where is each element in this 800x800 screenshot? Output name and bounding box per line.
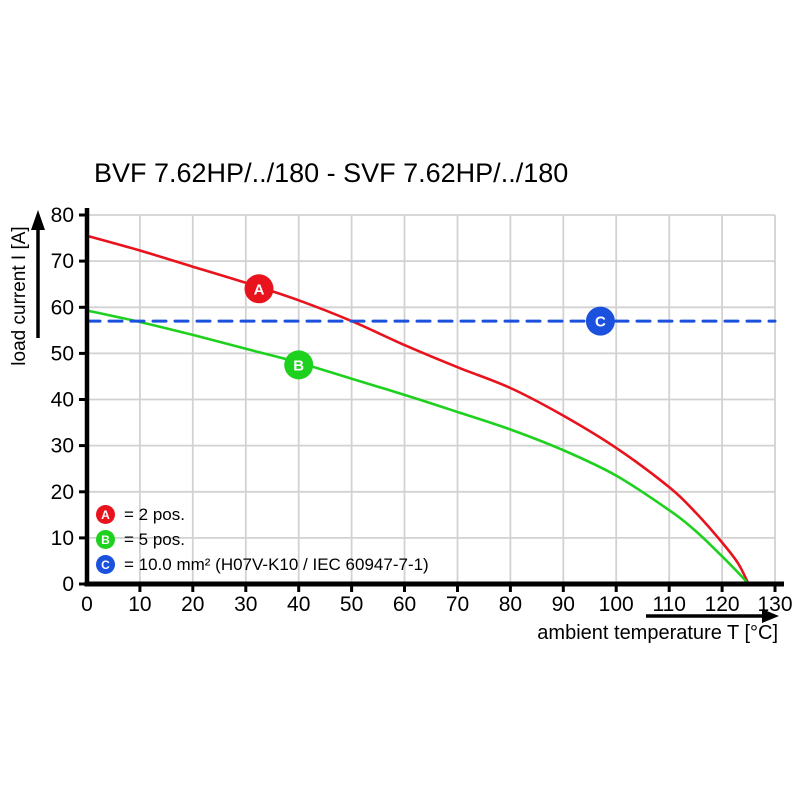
svg-text:120: 120 (705, 593, 740, 616)
svg-text:110: 110 (652, 593, 685, 616)
svg-text:10: 10 (128, 593, 151, 616)
svg-text:C: C (595, 314, 606, 331)
svg-text:A: A (254, 281, 265, 298)
tick-labels: 0 10 20 30 40 50 60 70 80 0 10 20 30 40 50 60 70 80 90 100 1… (51, 204, 793, 616)
axis-arrows (31, 210, 779, 623)
gridlines (87, 214, 776, 584)
svg-text:80: 80 (51, 204, 74, 227)
svg-text:30: 30 (51, 435, 74, 458)
x-axis-label: ambient temperature T [°C] (537, 622, 778, 644)
svg-text:130: 130 (757, 593, 792, 616)
y-axis-arrow-icon (31, 210, 45, 230)
axes (84, 208, 784, 587)
legend-item-a-label: = 2 pos. (124, 504, 185, 524)
svg-text:100: 100 (599, 593, 634, 616)
legend-item-b-label: = 5 pos. (124, 529, 185, 549)
svg-text:60: 60 (393, 593, 416, 616)
svg-text:0: 0 (62, 573, 74, 596)
series-b-curve (85, 309, 750, 586)
series-a-badge: A (96, 505, 115, 524)
svg-text:80: 80 (499, 593, 522, 616)
series-b-badge: B (96, 530, 115, 549)
svg-text:30: 30 (234, 593, 257, 616)
svg-text:40: 40 (287, 593, 310, 616)
svg-text:70: 70 (51, 250, 74, 273)
marker-c: C (585, 306, 615, 336)
legend-item-c: C = 10.0 mm² (H07V-K10 / IEC 60947-7-1) (96, 552, 429, 577)
legend-item-a: A = 2 pos. (96, 502, 429, 527)
svg-text:20: 20 (51, 481, 74, 504)
svg-text:40: 40 (51, 389, 74, 412)
svg-text:10: 10 (51, 527, 74, 550)
svg-text:B: B (293, 357, 304, 374)
marker-b: B (284, 350, 314, 380)
svg-text:50: 50 (51, 342, 74, 365)
svg-text:50: 50 (340, 593, 363, 616)
svg-text:0: 0 (81, 593, 93, 616)
svg-text:90: 90 (552, 593, 575, 616)
svg-text:20: 20 (181, 593, 204, 616)
marker-a: A (244, 274, 274, 304)
svg-text:70: 70 (446, 593, 469, 616)
chart-title: BVF 7.62HP/../180 - SVF 7.62HP/../180 (94, 158, 569, 188)
legend: A = 2 pos. B = 5 pos. C = 10.0 mm² (H07V… (96, 502, 429, 577)
svg-text:60: 60 (51, 296, 74, 319)
y-axis-label: load current I [A] (9, 226, 30, 366)
legend-item-c-label: = 10.0 mm² (H07V-K10 / IEC 60947-7-1) (124, 554, 429, 574)
series-c-badge: C (96, 555, 115, 574)
series-a-curve (85, 234, 750, 586)
x-axis-arrow-icon (762, 609, 779, 623)
tick-marks (79, 213, 777, 592)
legend-item-b: B = 5 pos. (96, 527, 429, 552)
